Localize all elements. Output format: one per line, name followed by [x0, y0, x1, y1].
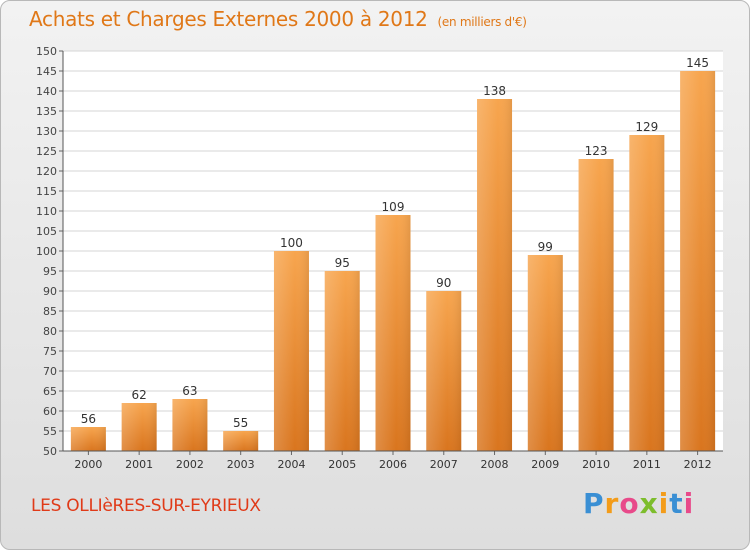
bar-shade — [426, 291, 462, 451]
bar-shade — [578, 159, 614, 451]
bar-shade — [680, 71, 716, 451]
y-tick-label: 100 — [36, 245, 57, 258]
x-tick-label: 2002 — [176, 458, 204, 471]
bar-shade — [629, 135, 665, 451]
y-tick-label: 130 — [36, 125, 57, 138]
chart-unit-note: (en milliers d'€) — [437, 15, 527, 29]
y-tick-label: 80 — [43, 325, 57, 338]
chart-title: Achats et Charges Externes 2000 à 2012 (e… — [29, 7, 527, 31]
bar-shade — [477, 99, 513, 451]
x-tick-label: 2008 — [481, 458, 509, 471]
x-tick-label: 2007 — [430, 458, 458, 471]
logo-letter: r — [604, 487, 620, 520]
data-label: 63 — [182, 384, 197, 398]
x-tick-label: 2003 — [227, 458, 255, 471]
bar-chart: 50 55 60 65 70 75 80 85 90 95 100 105 110 115 120 125 13… — [36, 45, 723, 471]
data-label: 90 — [436, 276, 451, 290]
y-tick-label: 140 — [36, 85, 57, 98]
data-label: 145 — [686, 56, 709, 70]
x-tick-label: 2010 — [582, 458, 610, 471]
x-tick-label: 2004 — [277, 458, 305, 471]
town-name: LES OLLIèRES-SUR-EYRIEUX — [31, 496, 261, 516]
x-tick-label: 2005 — [328, 458, 356, 471]
data-label: 62 — [132, 388, 147, 402]
logo-letter: o — [619, 487, 640, 520]
y-tick-label: 125 — [36, 145, 57, 158]
bar-shade — [273, 251, 309, 451]
x-tick-label: 2009 — [531, 458, 559, 471]
bar-shade — [172, 399, 208, 451]
data-label: 99 — [538, 240, 553, 254]
proxiti-logo: Proxiti — [583, 487, 694, 520]
x-tick-label: 2006 — [379, 458, 407, 471]
y-tick-label: 65 — [43, 385, 57, 398]
logo-letter: i — [683, 487, 695, 520]
y-tick-label: 55 — [43, 425, 57, 438]
y-tick-label: 145 — [36, 65, 57, 78]
y-tick-label: 85 — [43, 305, 57, 318]
bar-shade — [324, 271, 360, 451]
y-tick-label: 90 — [43, 285, 57, 298]
bar-shade — [70, 427, 106, 451]
logo-letter: x — [639, 487, 659, 520]
x-tick-label: 2001 — [125, 458, 153, 471]
y-tick-label: 70 — [43, 365, 57, 378]
y-tick-label: 105 — [36, 225, 57, 238]
y-tick-label: 150 — [36, 45, 57, 58]
bar-shade — [527, 255, 563, 451]
bar-shade — [121, 403, 157, 451]
y-tick-label: 95 — [43, 265, 57, 278]
data-label: 95 — [335, 256, 350, 270]
data-label: 123 — [585, 144, 608, 158]
logo-letter: i — [658, 487, 670, 520]
data-label: 55 — [233, 416, 248, 430]
x-tick-label: 2011 — [633, 458, 661, 471]
data-label: 138 — [483, 84, 506, 98]
data-label: 109 — [382, 200, 405, 214]
x-tick-label: 2000 — [74, 458, 102, 471]
logo-letter: P — [583, 487, 605, 520]
y-tick-label: 110 — [36, 205, 57, 218]
x-tick-label: 2012 — [684, 458, 712, 471]
chart-title-text: Achats et Charges Externes 2000 à 2012 — [29, 7, 428, 31]
y-tick-label: 115 — [36, 185, 57, 198]
logo-letter: t — [669, 487, 684, 520]
bar-shade — [375, 215, 411, 451]
data-label: 129 — [635, 120, 658, 134]
y-tick-label: 135 — [36, 105, 57, 118]
y-tick-label: 75 — [43, 345, 57, 358]
data-label: 56 — [81, 412, 96, 426]
y-tick-label: 60 — [43, 405, 57, 418]
data-label: 100 — [280, 236, 303, 250]
bar-shade — [223, 431, 259, 451]
y-tick-label: 120 — [36, 165, 57, 178]
y-tick-label: 50 — [43, 445, 57, 458]
